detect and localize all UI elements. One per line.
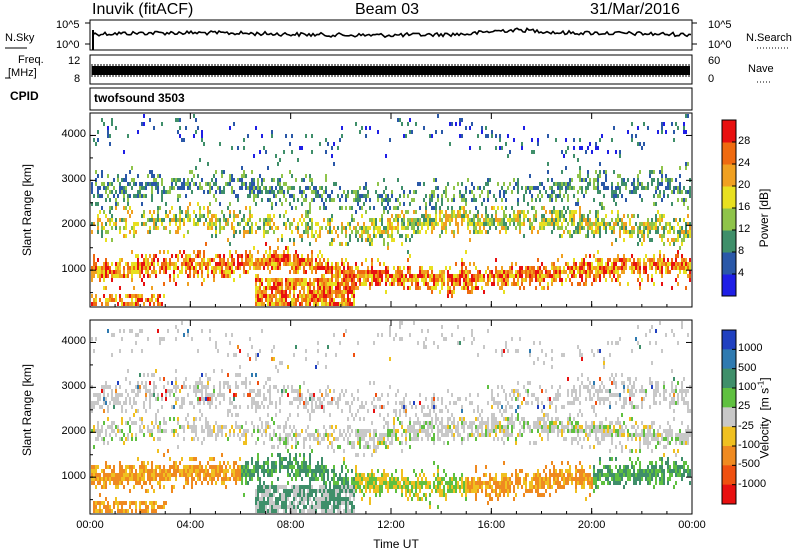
velocity-colorbar-tick-label: -25	[738, 419, 754, 432]
velocity-colorbar-swatch	[722, 446, 736, 466]
beam-title: Beam 03	[355, 1, 420, 18]
velocity-colorbar-swatch	[722, 484, 736, 505]
power-colorbar-tick-label: 28	[738, 135, 751, 147]
power-heatmap-cells	[91, 114, 691, 306]
freq-tick-top: 12	[68, 55, 81, 67]
power-y-tick-label: 2000	[61, 218, 86, 231]
velocity-colorbar-tick-label: -500	[738, 458, 761, 471]
velocity-colorbar-tick-label: 100	[738, 381, 757, 393]
power-colorbar-swatch	[722, 142, 736, 165]
x-axis-title: Time UT	[373, 537, 419, 551]
x-tick-label: 12:00	[377, 519, 405, 531]
station-title: Inuvik (fitACF)	[92, 1, 194, 18]
x-tick-label: 00:00	[76, 519, 104, 531]
freq-tick-bottom: 8	[74, 73, 81, 85]
velocity-colorbar-swatch	[722, 426, 736, 447]
power-colorbar-swatch	[722, 208, 736, 231]
freq-panel-frame	[89, 54, 693, 85]
velocity-colorbar-swatch	[722, 407, 736, 428]
cpid-panel-frame	[89, 87, 693, 111]
velocity-colorbar-tick-label: 500	[738, 361, 757, 374]
noise-right-tick-top: 10^5	[708, 19, 732, 31]
velocity-colorbar-swatch	[722, 349, 736, 370]
velocity-colorbar-tick-label: 25	[738, 400, 751, 413]
cpid-label: CPID	[10, 89, 39, 103]
x-tick-label: 20:00	[577, 519, 606, 531]
power-colorbar-swatch	[722, 252, 736, 275]
power-colorbar-tick-label: 12	[738, 223, 751, 235]
nave-label: Nave	[748, 63, 774, 75]
power-colorbar-swatch	[722, 274, 736, 297]
nsearch-label: N.Search	[746, 32, 792, 44]
velocity-y-tick-label: 4000	[61, 335, 86, 348]
power-y-tick-label: 1000	[61, 263, 86, 276]
velocity-y-tick-label: 3000	[61, 380, 86, 393]
power-colorbar-swatch	[722, 186, 736, 209]
power-colorbar-swatch	[722, 164, 736, 187]
velocity-colorbar-frame	[721, 329, 737, 505]
power-colorbar-swatch	[722, 230, 736, 253]
velocity-y-tick-label: 2000	[61, 425, 86, 438]
power-colorbar-swatch	[722, 120, 736, 143]
power-colorbar-tick-label: 24	[738, 157, 751, 169]
freq-label: Freq.	[18, 54, 44, 66]
x-tick-label: 00:00	[678, 519, 706, 531]
power-colorbar-tick-label: 8	[738, 245, 745, 257]
cpid-value: twofsound 3503	[94, 91, 185, 105]
velocity-colorbar-tick-label: 1000	[738, 342, 763, 355]
velocity-colorbar-swatch	[722, 465, 736, 486]
velocity-colorbar-tick-label: -100	[738, 439, 761, 451]
power-colorbar-tick-label: 16	[738, 201, 751, 213]
power-colorbar-tick-label: 20	[738, 179, 751, 191]
x-tick-label: 08:00	[276, 519, 305, 531]
power-colorbar-tick-label: 4	[738, 267, 745, 279]
velocity-colorbar-swatch	[722, 330, 736, 350]
nsky-series-line	[92, 27, 692, 39]
velocity-colorbar-tick-label: -1000	[738, 477, 767, 490]
date-title: 31/Mar/2016	[590, 1, 680, 18]
noise-right-tick-bottom: 10^0	[708, 39, 732, 51]
power-y-tick-label: 4000	[61, 128, 86, 141]
noise-left-tick-top: 10^5	[56, 19, 80, 31]
freq-series-band	[92, 66, 690, 75]
nave-tick-top: 60	[708, 55, 721, 67]
nsky-label: N.Sky	[5, 32, 35, 44]
noise-panel-frame	[89, 19, 693, 51]
velocity-heatmap-cells	[91, 321, 691, 513]
velocity-y-tick-label: 1000	[61, 470, 86, 483]
x-tick-label: 04:00	[176, 519, 205, 531]
mhz-label: [MHz]	[8, 67, 37, 79]
x-tick-label: 16:00	[477, 519, 506, 531]
noise-left-tick-bottom: 10^0	[56, 39, 80, 51]
power-y-tick-label: 3000	[61, 173, 86, 186]
nave-tick-bottom: 0	[708, 73, 715, 85]
velocity-colorbar-swatch	[722, 388, 736, 408]
velocity-colorbar-swatch	[722, 368, 736, 389]
